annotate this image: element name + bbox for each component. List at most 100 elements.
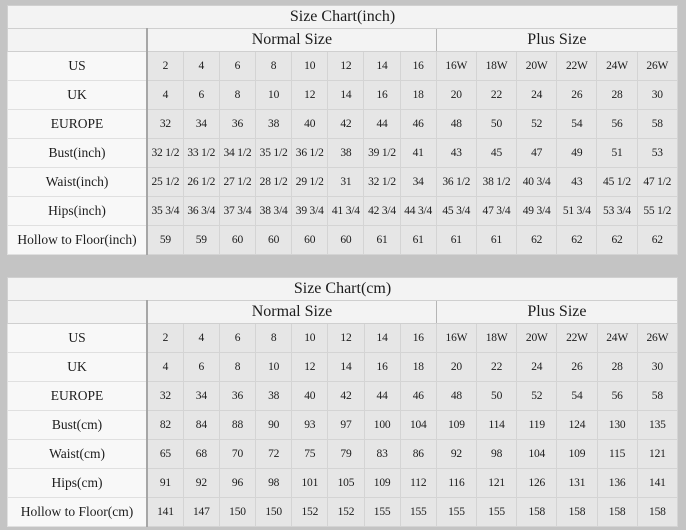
size-value-cell: 136 (596, 468, 638, 498)
size-value-cell: 130 (596, 410, 638, 440)
size-value-cell: 28 (596, 352, 638, 382)
size-value-cell: 12 (291, 352, 329, 382)
table-row: EUROPE 32 34 36 38 40 42 44 46 48 50 52 54 56 58 (7, 381, 679, 411)
size-value-cell: 131 (556, 468, 598, 498)
size-value-cell: 10 (255, 80, 293, 110)
size-value-cell: 92 (435, 439, 478, 469)
row-label: Hollow to Floor(cm) (7, 497, 148, 527)
size-value-cell: 93 (291, 410, 329, 440)
size-value-cell: 155 (399, 497, 437, 527)
size-value-cell: 42 (327, 381, 365, 411)
size-value-cell: 34 (182, 109, 220, 139)
size-value-cell: 82 (146, 410, 184, 440)
size-value-cell: 141 (636, 468, 679, 498)
size-value-cell: 31 (327, 167, 365, 197)
size-value-cell: 40 (291, 381, 329, 411)
size-value-cell: 30 (636, 352, 679, 382)
title-row: Size Chart(cm) (7, 277, 678, 301)
size-value-cell: 54 (556, 381, 598, 411)
size-value-cell: 150 (218, 497, 257, 527)
size-value-cell: 49 (556, 138, 598, 168)
size-value-cell: 54 (556, 109, 598, 139)
size-value-cell: 52 (516, 381, 558, 411)
size-value-cell: 135 (636, 410, 679, 440)
size-value-cell: 40 (291, 109, 329, 139)
size-value-cell: 48 (435, 381, 478, 411)
plus-size-header: Plus Size (435, 28, 678, 52)
row-label: US (7, 51, 148, 81)
size-value-cell: 39 1/2 (363, 138, 401, 168)
size-value-cell: 47 3/4 (475, 196, 518, 226)
size-value-cell: 38 (327, 138, 365, 168)
size-value-cell: 10 (291, 323, 329, 353)
table-row: Bust(cm) 82 84 88 90 93 97 100 104 109 114 119 124 13… (7, 410, 679, 440)
size-value-cell: 62 (636, 225, 679, 255)
size-value-cell: 50 (476, 381, 518, 411)
size-value-cell: 6 (218, 51, 257, 81)
size-value-cell: 14 (327, 352, 365, 382)
size-value-cell: 36 1/2 (435, 167, 477, 197)
size-value-cell: 26 1/2 (182, 167, 220, 197)
size-value-cell: 105 (327, 468, 365, 498)
size-value-cell: 16 (399, 51, 437, 81)
size-value-cell: 12 (291, 80, 329, 110)
size-value-cell: 32 (146, 109, 184, 139)
row-label: EUROPE (7, 381, 148, 411)
table-row: US 2 4 6 8 10 12 14 16 16W 18W 20W 22W 24W 26W (7, 323, 679, 353)
size-value-cell: 36 1/2 (291, 138, 329, 168)
size-value-cell: 155 (476, 497, 518, 527)
size-value-cell: 36 (218, 381, 257, 411)
size-value-cell: 16 (363, 352, 401, 382)
size-value-cell: 14 (363, 323, 401, 353)
size-value-cell: 20W (516, 51, 558, 81)
size-value-cell: 60 (255, 225, 293, 255)
table-row: Bust(inch) 32 1/2 33 1/2 34 1/2 35 1/2 36 1/2… (7, 138, 679, 168)
size-value-cell: 60 (291, 225, 329, 255)
size-value-cell: 8 (218, 352, 257, 382)
size-value-cell: 4 (182, 323, 220, 353)
size-value-cell: 109 (435, 410, 478, 440)
size-value-cell: 4 (146, 352, 184, 382)
size-value-cell: 109 (363, 468, 401, 498)
size-value-cell: 124 (556, 410, 598, 440)
size-value-cell: 100 (363, 410, 401, 440)
size-value-cell: 35 3/4 (146, 196, 184, 226)
size-value-cell: 29 1/2 (291, 167, 329, 197)
size-value-cell: 44 (363, 381, 401, 411)
corner-cell (7, 28, 148, 52)
normal-size-header: Normal Size (146, 28, 437, 52)
size-value-cell: 20 (435, 80, 477, 110)
size-value-cell: 2 (146, 323, 184, 353)
size-value-cell: 44 3/4 (399, 196, 437, 226)
size-chart-cm-table: Size Chart(cm) Normal Size Plus Size US 2… (7, 277, 679, 527)
size-value-cell: 24W (596, 323, 638, 353)
size-value-cell: 10 (255, 352, 293, 382)
table-row: Hollow to Floor(inch) 59 59 60 60 60 60 61 61 61 6… (7, 225, 679, 255)
size-value-cell: 40 3/4 (516, 167, 558, 197)
row-label: US (7, 323, 148, 353)
table-row: EUROPE 32 34 36 38 40 42 44 46 48 50 52 54 56 58 (7, 109, 679, 139)
size-value-cell: 18 (399, 80, 437, 110)
size-value-cell: 22 (475, 80, 518, 110)
size-value-cell: 33 1/2 (182, 138, 220, 168)
size-value-cell: 53 (636, 138, 679, 168)
size-value-cell: 53 3/4 (596, 196, 638, 226)
size-value-cell: 79 (327, 439, 365, 469)
size-value-cell: 51 (596, 138, 638, 168)
size-value-cell: 126 (516, 468, 558, 498)
table-row: UK 4 6 8 10 12 14 16 18 20 22 24 26 28 30 (7, 352, 679, 382)
size-value-cell: 2 (146, 51, 184, 81)
size-value-cell: 47 1/2 (636, 167, 679, 197)
size-value-cell: 98 (476, 439, 518, 469)
size-value-cell: 34 (399, 167, 437, 197)
size-value-cell: 22W (556, 323, 598, 353)
size-value-cell: 26 (556, 352, 598, 382)
title-row: Size Chart(inch) (7, 5, 678, 29)
size-value-cell: 43 (556, 167, 598, 197)
size-value-cell: 26 (556, 80, 598, 110)
table-row: Hips(cm) 91 92 96 98 101 105 109 112 116 121 126 131… (7, 468, 679, 498)
size-value-cell: 34 (182, 381, 220, 411)
size-value-cell: 98 (255, 468, 293, 498)
size-value-cell: 14 (327, 80, 365, 110)
size-value-cell: 20 (435, 352, 478, 382)
